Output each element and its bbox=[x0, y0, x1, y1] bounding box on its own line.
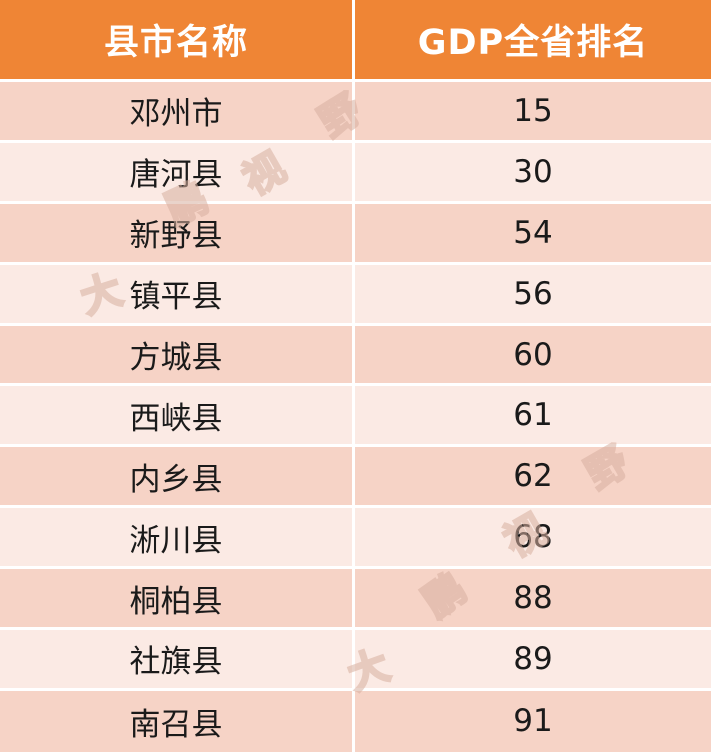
table-header-row: 县市名称 GDP全省排名 bbox=[0, 0, 711, 82]
county-name-cell: 社旗县 bbox=[0, 630, 355, 688]
header-county-name: 县市名称 bbox=[0, 0, 355, 79]
county-name-cell: 方城县 bbox=[0, 325, 355, 384]
county-name-cell: 镇平县 bbox=[0, 264, 355, 323]
county-name-cell: 新野县 bbox=[0, 203, 355, 262]
table-row: 社旗县 89 bbox=[0, 630, 711, 691]
gdp-rank-cell: 62 bbox=[513, 458, 553, 495]
header-gdp-rank: GDP全省排名 bbox=[417, 23, 649, 63]
gdp-rank-cell: 60 bbox=[513, 336, 553, 373]
gdp-rank-cell: 54 bbox=[513, 214, 553, 251]
county-name-cell: 内乡县 bbox=[0, 447, 355, 506]
table-row: 方城县 60 bbox=[0, 325, 711, 387]
table-row: 内乡县 62 bbox=[0, 447, 711, 509]
county-name-cell: 南召县 bbox=[0, 690, 355, 752]
table-row: 淅川县 68 bbox=[0, 508, 711, 570]
gdp-rank-cell: 30 bbox=[513, 153, 553, 190]
gdp-rank-cell: 61 bbox=[513, 397, 553, 434]
table-row: 西峡县 61 bbox=[0, 386, 711, 448]
county-name-cell: 邓州市 bbox=[0, 82, 355, 140]
table-row: 镇平县 56 bbox=[0, 264, 711, 326]
table-row: 邓州市 15 bbox=[0, 82, 711, 143]
county-name-cell: 淅川县 bbox=[0, 508, 355, 567]
gdp-rank-cell: 15 bbox=[513, 92, 553, 129]
table-row: 南召县 91 bbox=[0, 690, 711, 752]
table-row: 桐柏县 88 bbox=[0, 569, 711, 631]
gdp-rank-cell: 89 bbox=[513, 640, 553, 677]
gdp-rank-cell: 56 bbox=[513, 275, 553, 312]
county-name-cell: 西峡县 bbox=[0, 386, 355, 445]
table-row: 唐河县 30 bbox=[0, 142, 711, 204]
gdp-rank-cell: 91 bbox=[513, 703, 553, 740]
county-name-cell: 唐河县 bbox=[0, 142, 355, 201]
gdp-rank-cell: 88 bbox=[513, 580, 553, 617]
gdp-rank-cell: 68 bbox=[513, 519, 553, 556]
table-row: 新野县 54 bbox=[0, 203, 711, 265]
county-name-cell: 桐柏县 bbox=[0, 569, 355, 628]
